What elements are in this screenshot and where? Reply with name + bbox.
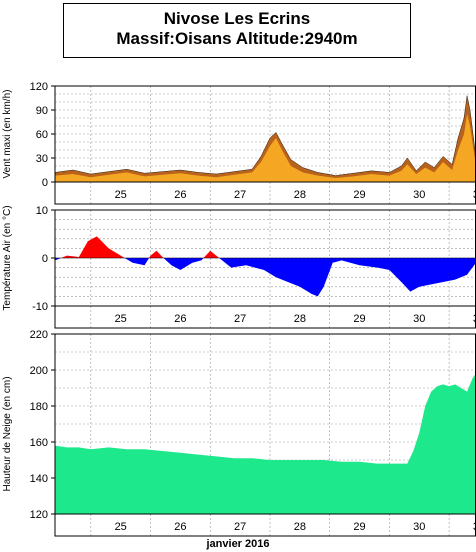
wind-mean-area <box>55 114 476 182</box>
x-tick-label: 30 <box>413 313 425 325</box>
temperature-negative-area <box>55 258 476 297</box>
temperature-positive-area <box>55 236 476 258</box>
x-tick-label: 27 <box>234 189 246 201</box>
y-tick-label: 120 <box>30 509 48 521</box>
x-tick-label: 28 <box>294 313 306 325</box>
y-tick-label: 140 <box>30 473 48 485</box>
chart-title-box: Nivose Les Ecrins Massif:Oisans Altitude… <box>63 3 411 58</box>
x-tick-label: 29 <box>353 313 365 325</box>
y-tick-label: 120 <box>30 81 48 93</box>
x-tick-label: 31 <box>473 313 476 325</box>
x-tick-label: 31 <box>473 521 476 533</box>
y-tick-label: 60 <box>36 129 48 141</box>
panel-frame <box>54 85 476 205</box>
x-tick-label: 29 <box>353 189 365 201</box>
snow-depth-area <box>55 373 476 514</box>
x-tick-label: 31 <box>473 189 476 201</box>
x-tick-label: 26 <box>174 189 186 201</box>
y-tick-label: -10 <box>32 301 48 313</box>
station-info: Massif:Oisans Altitude:2940m <box>116 29 358 48</box>
station-name: Nivose Les Ecrins <box>163 9 311 28</box>
y-tick-label: 10 <box>36 205 48 217</box>
x-tick-label: 26 <box>174 521 186 533</box>
x-axis-label: janvier 2016 <box>206 538 270 550</box>
x-tick-label: 25 <box>115 521 127 533</box>
x-tick-label: 30 <box>413 189 425 201</box>
x-tick-label: 28 <box>294 521 306 533</box>
y-tick-label: 200 <box>30 365 48 377</box>
x-tick-label: 26 <box>174 313 186 325</box>
y-tick-label: 30 <box>36 153 48 165</box>
y-tick-label: 0 <box>42 253 48 265</box>
x-tick-label: 27 <box>234 521 246 533</box>
y-axis-label: Vent maxi (en km/h) <box>2 90 13 179</box>
x-tick-label: 25 <box>115 189 127 201</box>
y-axis-label: Hauteur de Neige (en cm) <box>2 376 13 491</box>
x-tick-label: 30 <box>413 521 425 533</box>
y-tick-label: 90 <box>36 105 48 117</box>
x-tick-label: 28 <box>294 189 306 201</box>
y-axis-label: Température Air (en °C) <box>2 205 13 310</box>
x-tick-label: 27 <box>234 313 246 325</box>
x-tick-label: 25 <box>115 313 127 325</box>
y-tick-label: 160 <box>30 437 48 449</box>
y-tick-label: 180 <box>30 401 48 413</box>
y-tick-label: 220 <box>30 329 48 341</box>
x-tick-label: 29 <box>353 521 365 533</box>
y-tick-label: 0 <box>42 177 48 189</box>
